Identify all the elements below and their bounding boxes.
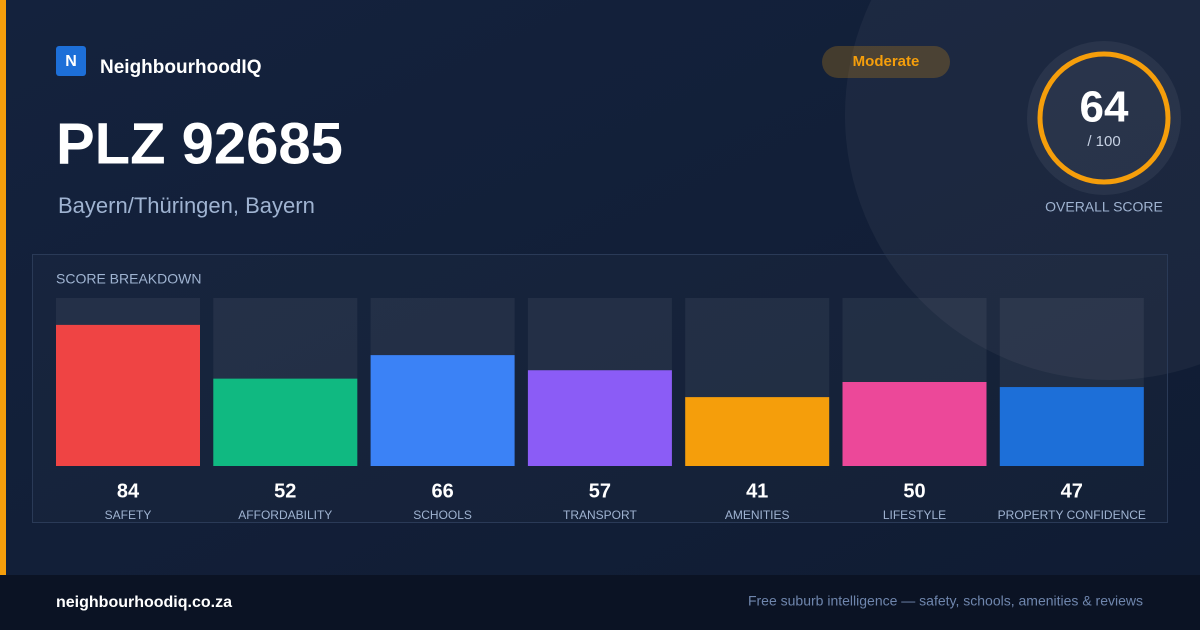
gauge-bg [1027, 41, 1181, 195]
subtitle: Bayern/Thüringen, Bayern [58, 193, 315, 218]
category-label: LIFESTYLE [883, 508, 946, 522]
category-label: SCHOOLS [413, 508, 472, 522]
background [0, 0, 1200, 575]
value-label: 52 [274, 480, 296, 502]
badge-text: Moderate [853, 53, 920, 70]
footer [0, 575, 1200, 630]
value-label: 50 [903, 480, 925, 502]
bar [842, 382, 987, 466]
bar [685, 397, 830, 466]
bar [213, 378, 358, 466]
value-label: 66 [431, 480, 453, 502]
accent-stripe [0, 0, 6, 575]
score-value: 64 [1080, 83, 1129, 132]
bar [527, 370, 672, 466]
logo [56, 46, 86, 76]
decor-circle [845, 0, 1200, 380]
score-max: / 100 [1087, 133, 1120, 150]
footer-url: neighbourhoodiq.co.za [56, 594, 232, 611]
value-label: 57 [589, 480, 611, 502]
category-label: SAFETY [105, 508, 152, 522]
breakdown-panel [32, 254, 1168, 523]
bar [370, 355, 515, 466]
logo-letter: N [65, 53, 77, 70]
value-label: 41 [746, 480, 768, 502]
bar [56, 324, 200, 466]
category-label: AFFORDABILITY [238, 508, 332, 522]
category-label: AMENITIES [725, 508, 790, 522]
category-label: PROPERTY CONFIDENCE [998, 508, 1146, 522]
footer-tagline: Free suburb intelligence — safety, schoo… [748, 593, 1143, 609]
brand-name: NeighbourhoodIQ [100, 57, 261, 78]
gauge-ring [1037, 51, 1171, 185]
value-label: 47 [1061, 480, 1083, 502]
value-label: 84 [117, 480, 140, 502]
category-label: TRANSPORT [563, 508, 637, 522]
badge [822, 46, 950, 78]
bar [999, 387, 1144, 466]
score-label: OVERALL SCORE [1045, 199, 1163, 215]
chart-title: SCORE BREAKDOWN [56, 271, 201, 287]
title: PLZ 92685 [56, 111, 343, 176]
